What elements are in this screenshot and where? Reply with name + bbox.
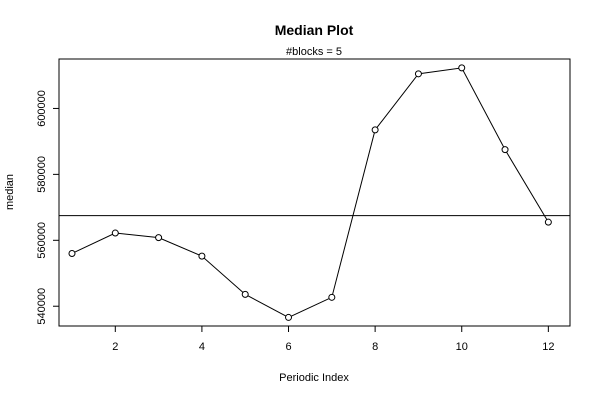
- data-point: [544, 218, 552, 226]
- x-tick-label: 4: [199, 341, 205, 353]
- data-point: [328, 293, 336, 301]
- data-point: [458, 64, 466, 72]
- y-tick-label: 600000: [36, 90, 48, 127]
- x-axis-label: Periodic Index: [279, 372, 349, 384]
- data-point: [111, 229, 119, 237]
- x-tick-label: 12: [542, 341, 554, 353]
- x-tick-label: 10: [456, 341, 468, 353]
- data-point: [285, 313, 293, 321]
- data-point: [155, 234, 163, 242]
- data-point: [414, 70, 422, 78]
- series-line: [71, 67, 549, 318]
- y-tick-label: 560000: [36, 222, 48, 259]
- data-point: [198, 252, 206, 260]
- x-tick-label: 8: [372, 341, 378, 353]
- data-point: [501, 146, 509, 154]
- data-point: [241, 290, 249, 298]
- chart-title: Median Plot: [275, 22, 354, 38]
- plot-frame: [58, 58, 571, 327]
- data-points: [68, 64, 552, 321]
- x-axis: 2 4 6 8 10 12: [112, 326, 554, 353]
- chart-subtitle: #blocks = 5: [286, 46, 342, 58]
- y-tick-label: 540000: [36, 288, 48, 325]
- x-tick-label: 2: [112, 341, 118, 353]
- y-axis: 540000 560000 580000 600000: [36, 90, 59, 325]
- data-point: [371, 126, 379, 134]
- y-tick-label: 580000: [36, 156, 48, 193]
- y-axis-label: median: [4, 174, 16, 210]
- data-point: [68, 249, 76, 257]
- x-tick-label: 6: [285, 341, 291, 353]
